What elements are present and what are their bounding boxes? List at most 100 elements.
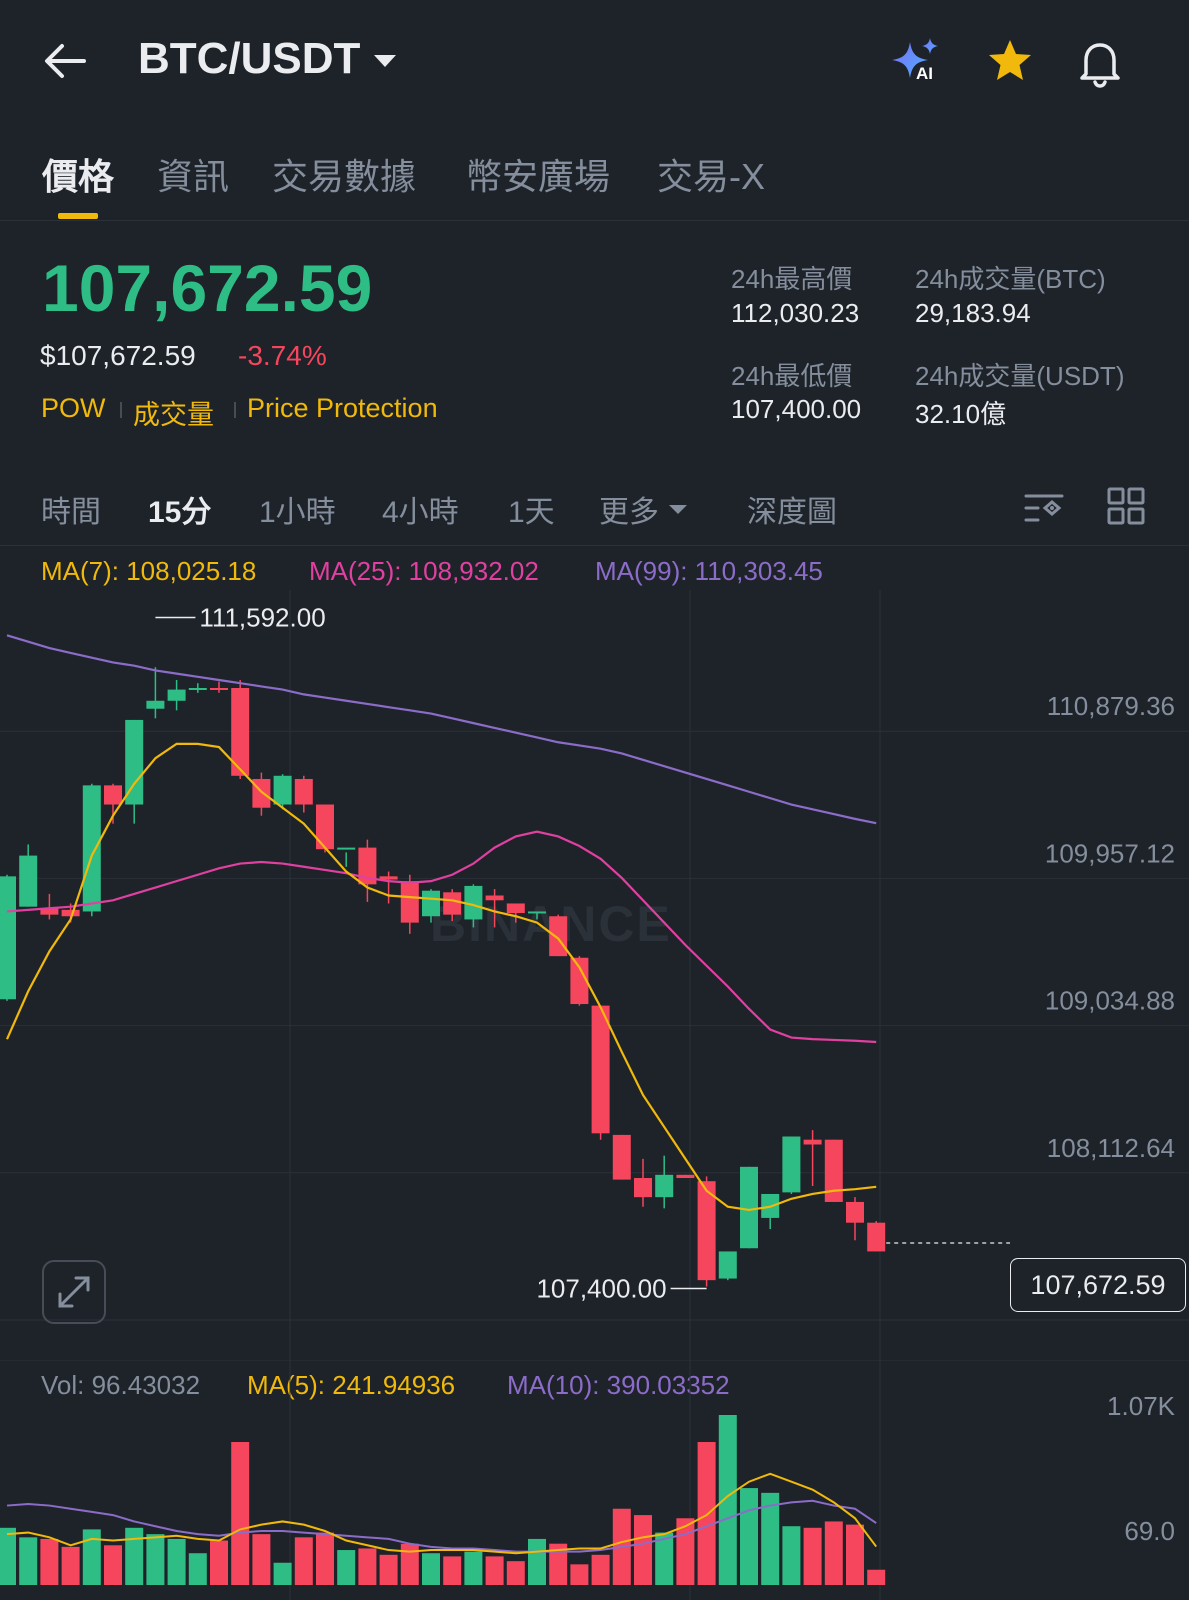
ma7-legend: MA(7): 108,025.18: [41, 556, 257, 586]
tab-trading-data[interactable]: 交易數據: [272, 156, 417, 197]
volume-bar: [104, 1545, 122, 1585]
volume-bar: [740, 1488, 758, 1585]
volume-bar: [718, 1415, 737, 1585]
tab-square[interactable]: 幣安廣場: [466, 156, 611, 197]
volume-bar: [443, 1556, 462, 1585]
candle-body: [570, 957, 589, 1005]
candle-body: [485, 895, 504, 901]
bell-icon[interactable]: [1072, 34, 1128, 90]
chart-settings-icon[interactable]: [1022, 486, 1066, 530]
volume-bar: [294, 1537, 313, 1585]
last-price-tag: 107,672.59: [1010, 1258, 1186, 1312]
star-icon[interactable]: [982, 34, 1038, 90]
candle-body: [82, 785, 101, 912]
candle-body: [528, 911, 546, 914]
candle-body: [316, 804, 334, 850]
tag-price-protection[interactable]: Price Protection: [247, 393, 438, 423]
candle-body: [19, 855, 38, 907]
volume-bar: [485, 1556, 504, 1585]
volume-bar: [655, 1532, 674, 1585]
y-tick-label: 109,957.12: [1045, 838, 1175, 868]
volume-bar: [528, 1538, 546, 1585]
candlestick-chart[interactable]: 111,801.60110,879.36109,957.12109,034.88…: [0, 590, 1189, 1360]
tab-info[interactable]: 資訊: [157, 156, 230, 197]
volume-bar: [273, 1562, 292, 1585]
tag-volume[interactable]: 成交量: [133, 400, 214, 430]
volume-bar: [61, 1546, 80, 1585]
interval-1h[interactable]: 1小時: [259, 496, 336, 529]
stat-vol-btc-value: 29,183.94: [915, 298, 1031, 328]
volume-bar: [167, 1538, 186, 1585]
candle-body: [655, 1174, 674, 1198]
candle-body: [612, 1134, 631, 1180]
candle-body: [803, 1139, 822, 1145]
volume-bar: [549, 1543, 568, 1585]
header-bar: BTC/USDT AI: [0, 0, 1189, 120]
vol-legend: Vol: 96.43032: [41, 1370, 201, 1400]
volume-bar: [464, 1551, 483, 1585]
volume-bar: [697, 1442, 716, 1585]
pair-selector[interactable]: BTC/USDT: [138, 34, 397, 84]
interval-more[interactable]: 更多: [599, 487, 687, 531]
candle-body: [464, 885, 483, 920]
arrow-left-icon[interactable]: [40, 36, 90, 86]
high-marker-label: 111,592.00: [199, 602, 325, 632]
candle-body: [591, 1005, 610, 1134]
candle-body: [167, 689, 186, 701]
volume-bar: [19, 1537, 38, 1585]
candle-body: [867, 1222, 886, 1252]
volume-bar: [761, 1492, 780, 1585]
ma25-line: [6, 830, 877, 1044]
ai-sparkle-icon[interactable]: AI: [888, 34, 944, 90]
ma99-line: [6, 634, 877, 825]
y-tick-label: 108,112.64: [1047, 1133, 1175, 1163]
vol-y-tick-label: 69.0: [1124, 1516, 1175, 1546]
tab-trade-x[interactable]: 交易-X: [657, 156, 766, 197]
candle-body: [443, 892, 462, 915]
candle-body: [273, 775, 292, 805]
volume-bar: [146, 1534, 165, 1585]
tab-price[interactable]: 價格: [42, 156, 115, 197]
low-marker-label: 107,400.00: [536, 1274, 666, 1304]
candle-body: [146, 700, 165, 709]
volume-bar: [358, 1548, 377, 1585]
volume-bar: [803, 1527, 822, 1585]
vol-ma10-line: [6, 1499, 877, 1553]
volume-bar: [782, 1526, 801, 1585]
candle-body: [252, 778, 271, 808]
candle-body: [294, 778, 313, 805]
tag-divider: [120, 402, 122, 418]
y-tick-label: 109,034.88: [1045, 986, 1175, 1016]
y-tick-label: 110,879.36: [1047, 691, 1175, 721]
candle-body: [676, 1174, 695, 1179]
volume-chart[interactable]: 1.07K 69.0: [0, 1360, 1189, 1600]
interval-more-label: 更多: [599, 496, 659, 529]
interval-15m[interactable]: 15分: [148, 496, 212, 529]
volume-bar: [40, 1538, 59, 1585]
top-tabs: 價格 資訊 交易數據 幣安廣場 交易-X: [0, 140, 1189, 221]
volume-bar: [337, 1550, 356, 1585]
stat-vol-usdt-value: 32.10億: [915, 399, 1007, 429]
candle-body: [718, 1251, 737, 1279]
candle-body: [61, 909, 80, 917]
candle-body: [634, 1178, 652, 1198]
depth-chart-tab[interactable]: 深度圖: [747, 496, 837, 529]
interval-time[interactable]: 時間: [41, 496, 101, 529]
candle-body: [337, 847, 356, 850]
volume-bar: [846, 1524, 864, 1585]
stat-low-value: 107,400.00: [731, 394, 862, 424]
candle-body: [104, 785, 122, 805]
interval-4h[interactable]: 4小時: [382, 496, 459, 529]
volume-bar: [188, 1553, 207, 1585]
interval-1d[interactable]: 1天: [508, 496, 555, 529]
volume-bar: [252, 1534, 271, 1585]
tag-pow[interactable]: POW: [41, 393, 106, 423]
volume-bar: [634, 1515, 652, 1585]
tab-active-indicator: [58, 213, 98, 219]
expand-button[interactable]: [42, 1260, 106, 1324]
expand-icon: [58, 1276, 90, 1308]
candle-body: [400, 881, 419, 923]
volume-bar: [379, 1554, 398, 1585]
grid-layout-icon[interactable]: [1106, 486, 1146, 526]
stat-high-label: 24h最高價: [731, 264, 853, 294]
